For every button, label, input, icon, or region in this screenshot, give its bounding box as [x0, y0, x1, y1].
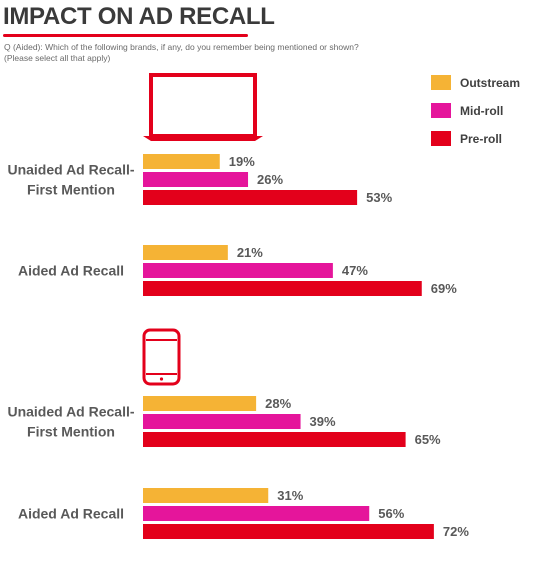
data-label: 56% — [378, 506, 404, 521]
laptop-icon — [143, 73, 263, 141]
bar-outstream — [143, 396, 257, 411]
data-label: 19% — [229, 154, 255, 169]
question-text: Q (Aided): Which of the following brands… — [4, 42, 359, 52]
data-label: 72% — [443, 524, 469, 539]
bar-pre-roll — [143, 432, 406, 447]
data-label: 69% — [431, 281, 457, 296]
title-underline — [3, 34, 248, 37]
category-label: Unaided Ad Recall- — [7, 404, 134, 420]
bar-pre-roll — [143, 524, 434, 539]
legend-label-pre-roll: Pre-roll — [460, 132, 502, 146]
category-label: Aided Ad Recall — [18, 263, 124, 279]
page-title: IMPACT ON AD RECALL — [3, 3, 275, 30]
bar-mid-roll — [143, 172, 249, 187]
data-label: 39% — [310, 414, 336, 429]
legend-swatch-mid-roll — [431, 103, 451, 118]
category-label: Unaided Ad Recall- — [7, 162, 134, 178]
bar-mid-roll — [143, 506, 370, 521]
bar-outstream — [143, 488, 269, 503]
bar-pre-roll — [143, 281, 422, 296]
bar-mid-roll — [143, 263, 333, 278]
legend-swatch-outstream — [431, 75, 451, 90]
data-label: 26% — [257, 172, 283, 187]
data-label: 31% — [277, 488, 303, 503]
bar-pre-roll — [143, 190, 358, 205]
data-label: 65% — [415, 432, 441, 447]
data-label: 21% — [237, 245, 263, 260]
data-label: 47% — [342, 263, 368, 278]
category-label: First Mention — [27, 182, 115, 198]
legend-swatch-pre-roll — [431, 131, 451, 146]
bar-outstream — [143, 245, 228, 260]
category-label: First Mention — [27, 424, 115, 440]
data-label: 28% — [265, 396, 291, 411]
bar-outstream — [143, 154, 220, 169]
category-label: Aided Ad Recall — [18, 506, 124, 522]
data-label: 53% — [366, 190, 392, 205]
legend-label-outstream: Outstream — [460, 76, 520, 90]
question-note: (Please select all that apply) — [4, 53, 111, 63]
bar-mid-roll — [143, 414, 301, 429]
legend-label-mid-roll: Mid-roll — [460, 104, 503, 118]
smartphone-icon — [142, 328, 181, 386]
